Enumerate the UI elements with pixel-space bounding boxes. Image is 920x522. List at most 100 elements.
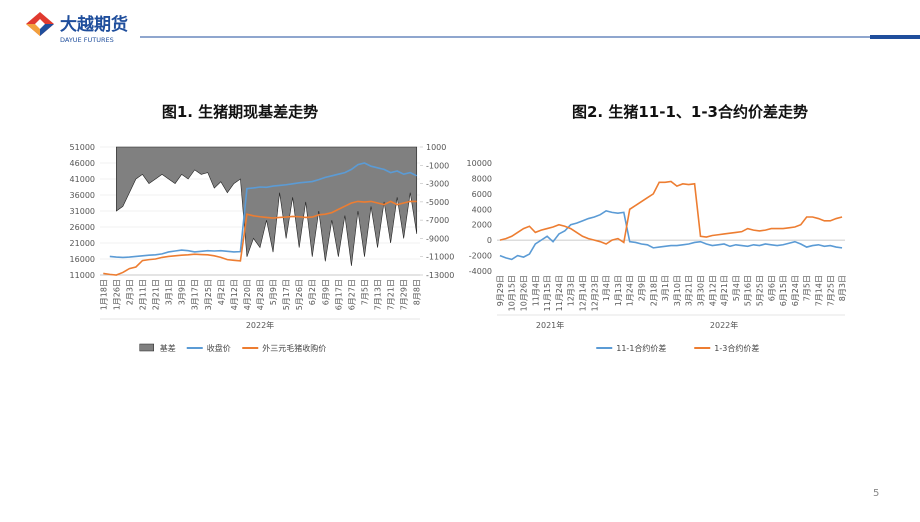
y2-tick-label: -9000 <box>426 234 449 243</box>
y2-tick-label: -7000 <box>426 216 449 225</box>
x-tick-label: 3月30日 <box>696 275 705 306</box>
x-tick-label: 6月27日 <box>347 279 356 310</box>
x-tick-label: 11月4日 <box>531 275 540 306</box>
x-tick-label: 2月11日 <box>138 279 147 310</box>
logo <box>26 12 54 36</box>
x-tick-label: 12月3日 <box>567 275 576 306</box>
x-tick-label: 3月1日 <box>661 275 670 301</box>
y-tick-label: 36000 <box>70 191 95 200</box>
x-tick-label: 4月28日 <box>256 279 265 310</box>
x-tick-label: 9月29日 <box>496 275 505 306</box>
x-tick-label: 7月25日 <box>826 275 835 306</box>
y2-tick-label: -11000 <box>426 253 454 262</box>
legend-label: 收盘价 <box>207 343 231 353</box>
x-tick-label: 2月3日 <box>125 279 134 305</box>
x-tick-label: 5月9日 <box>269 279 278 305</box>
legend-label: 外三元毛猪收购价 <box>262 343 326 353</box>
x-tick-label: 3月10日 <box>673 275 682 306</box>
y2-tick-label: -5000 <box>426 198 449 207</box>
y2-tick-label: -1000 <box>426 161 449 170</box>
x-tick-label: 1月18日 <box>99 279 108 310</box>
x-tick-label: 4月12日 <box>230 279 239 310</box>
x-tick-label: 7月29日 <box>400 279 409 310</box>
x-tick-label: 4月12日 <box>708 275 717 306</box>
x-tick-label: 6月15日 <box>779 275 788 306</box>
x-tick-label: 7月13日 <box>374 279 383 310</box>
y2-tick-label: 1000 <box>426 143 446 152</box>
chart-title: 图1. 生猪期现基差走势 <box>162 103 318 121</box>
x-tick-label: 3月1日 <box>165 279 174 305</box>
x-tick-label: 2月18日 <box>649 275 658 306</box>
y-tick-label: 51000 <box>70 143 95 152</box>
y-tick-label: 10000 <box>467 159 492 168</box>
y-tick-label: 41000 <box>70 175 95 184</box>
y-tick-label: 11000 <box>70 271 95 280</box>
x-tick-label: 4月20日 <box>243 279 252 310</box>
y-tick-label: -2000 <box>469 252 492 261</box>
y-tick-label: 2000 <box>472 221 492 230</box>
x-tick-label: 7月5日 <box>803 275 812 301</box>
x-tick-label: 4月2日 <box>217 279 226 305</box>
x-group-label: 2022年 <box>710 320 738 330</box>
x-tick-label: 11月24日 <box>555 275 564 311</box>
x-tick-label: 6月2日 <box>308 279 317 305</box>
x-tick-label: 4月21日 <box>720 275 729 306</box>
x-tick-label: 10月26日 <box>520 275 529 311</box>
brand: 大越期货 <box>60 14 128 35</box>
x-tick-label: 12月14日 <box>579 275 588 311</box>
x-tick-label: 5月4日 <box>732 275 741 301</box>
x-tick-label: 7月5日 <box>360 279 369 305</box>
chart-title: 图2. 生猪11-1、1-3合约价差走势 <box>572 103 808 121</box>
line <box>103 200 417 276</box>
y-tick-label: -4000 <box>469 267 492 276</box>
x-tick-label: 11月15日 <box>543 275 552 311</box>
x-tick-label: 6月9日 <box>321 279 330 305</box>
x-tick-label: 6月24日 <box>791 275 800 306</box>
x-tick-label: 8月3日 <box>838 275 847 301</box>
line <box>109 162 418 259</box>
x-tick-label: 5月25日 <box>755 275 764 306</box>
line <box>499 180 843 245</box>
x-tick-label: 3月9日 <box>178 279 187 305</box>
x-tick-label: 8月8日 <box>413 279 422 305</box>
page-number: 5 <box>873 488 879 499</box>
legend-label: 11-1合约价差 <box>616 343 666 353</box>
x-group-label: 2022年 <box>246 320 274 330</box>
y2-tick-label: -13000 <box>426 271 454 280</box>
y-tick-label: 8000 <box>472 174 492 183</box>
x-tick-label: 5月26日 <box>295 279 304 310</box>
line <box>499 209 843 261</box>
x-tick-label: 2月9日 <box>638 275 647 301</box>
area <box>116 146 418 266</box>
x-tick-label: 1月24日 <box>626 275 635 306</box>
x-tick-label: 7月21日 <box>387 279 396 310</box>
brand-en: DAYUE FUTURES <box>60 36 114 44</box>
x-tick-label: 3月17日 <box>191 279 200 310</box>
x-tick-label: 1月13日 <box>614 275 623 306</box>
y-tick-label: 26000 <box>70 223 95 232</box>
x-tick-label: 12月23日 <box>590 275 599 311</box>
y-tick-label: 6000 <box>472 190 492 199</box>
x-tick-label: 10月15日 <box>508 275 517 311</box>
x-tick-label: 3月25日 <box>204 279 213 310</box>
x-tick-label: 1月26日 <box>112 279 121 310</box>
x-tick-label: 3月21日 <box>685 275 694 306</box>
x-tick-label: 5月16日 <box>744 275 753 306</box>
y-tick-label: 46000 <box>70 159 95 168</box>
x-tick-label: 6月17日 <box>334 279 343 310</box>
y-tick-label: 4000 <box>472 205 492 214</box>
y-tick-label: 21000 <box>70 239 95 248</box>
x-tick-label: 7月14日 <box>814 275 823 306</box>
x-tick-label: 6月6日 <box>767 275 776 301</box>
legend-label: 1-3合约价差 <box>714 343 759 353</box>
y-tick-label: 16000 <box>70 255 95 264</box>
y2-tick-label: -3000 <box>426 180 449 189</box>
y-tick-label: 31000 <box>70 207 95 216</box>
x-tick-label: 2月21日 <box>152 279 161 310</box>
legend-label: 基差 <box>160 343 176 353</box>
legend-swatch <box>139 343 154 352</box>
x-tick-label: 5月17日 <box>282 279 291 310</box>
y-tick-label: 0 <box>487 236 492 245</box>
